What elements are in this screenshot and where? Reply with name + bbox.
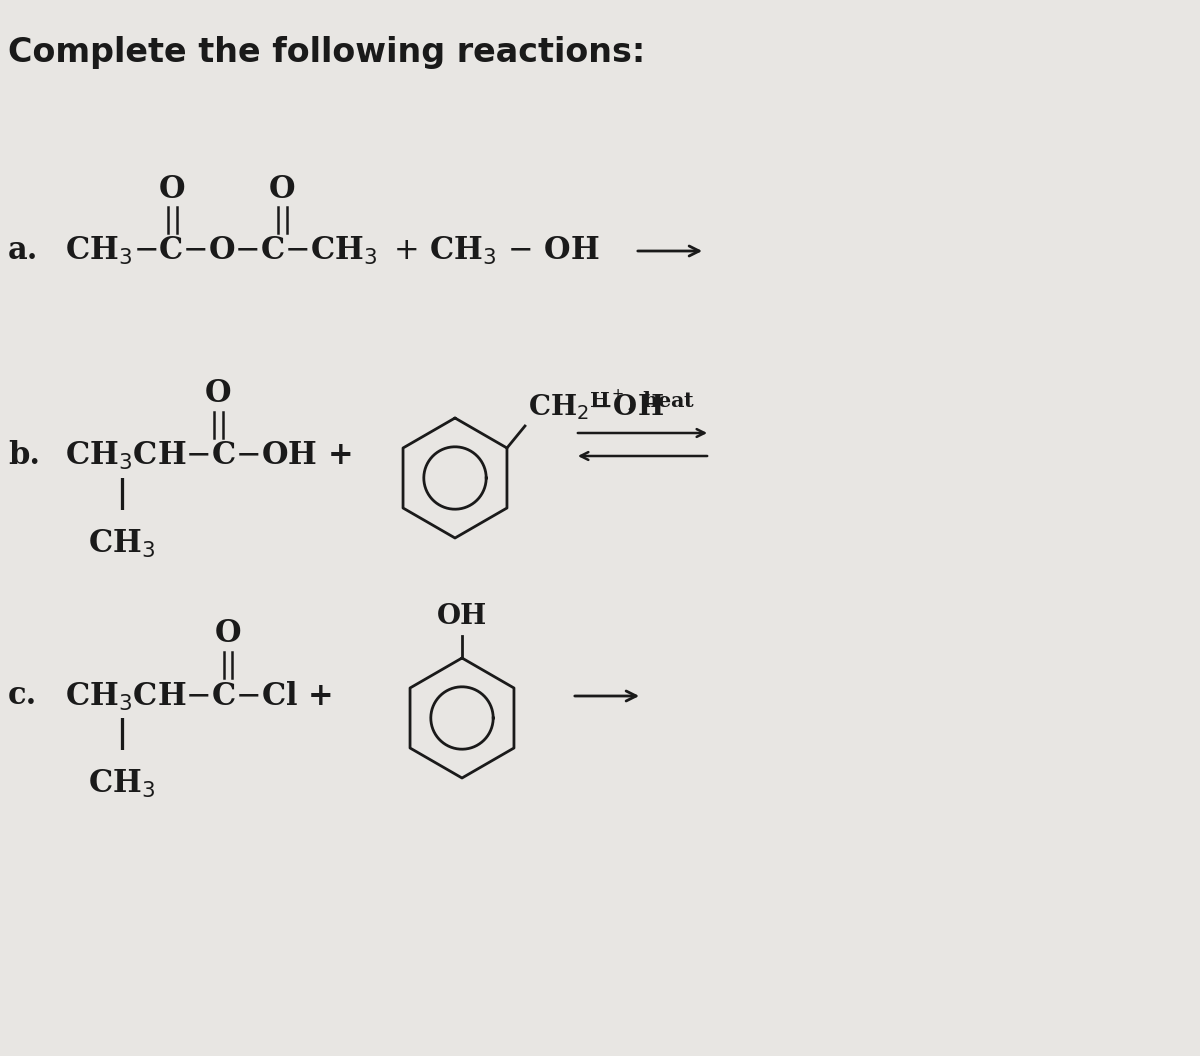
Text: CH$_2$$-$OH: CH$_2$$-$OH [528, 392, 664, 422]
Text: |: | [116, 718, 127, 750]
Text: c.: c. [8, 680, 37, 712]
Text: a.: a. [8, 235, 38, 266]
Text: CH$_3$: CH$_3$ [89, 528, 156, 560]
Text: CH$_3$: CH$_3$ [89, 768, 156, 800]
Text: |: | [116, 478, 127, 510]
Text: CH$_3$: CH$_3$ [65, 234, 132, 267]
Text: H$^+$, heat: H$^+$, heat [589, 388, 696, 414]
Text: $-$C$-$O$-$C$-$CH$_3$: $-$C$-$O$-$C$-$CH$_3$ [133, 234, 378, 267]
Text: CH$_3$CH$-$C$-$OH +: CH$_3$CH$-$C$-$OH + [65, 440, 352, 472]
Text: O: O [269, 173, 295, 205]
Text: OH: OH [437, 603, 487, 630]
Text: O: O [205, 378, 232, 410]
Text: b.: b. [8, 440, 40, 471]
Text: O: O [158, 173, 185, 205]
Text: CH$_3$CH$-$C$-$Cl +: CH$_3$CH$-$C$-$Cl + [65, 679, 332, 713]
Text: O: O [215, 619, 241, 649]
Text: Complete the following reactions:: Complete the following reactions: [8, 36, 646, 69]
Text: $+$ CH$_3$ $-$ OH: $+$ CH$_3$ $-$ OH [394, 234, 600, 267]
